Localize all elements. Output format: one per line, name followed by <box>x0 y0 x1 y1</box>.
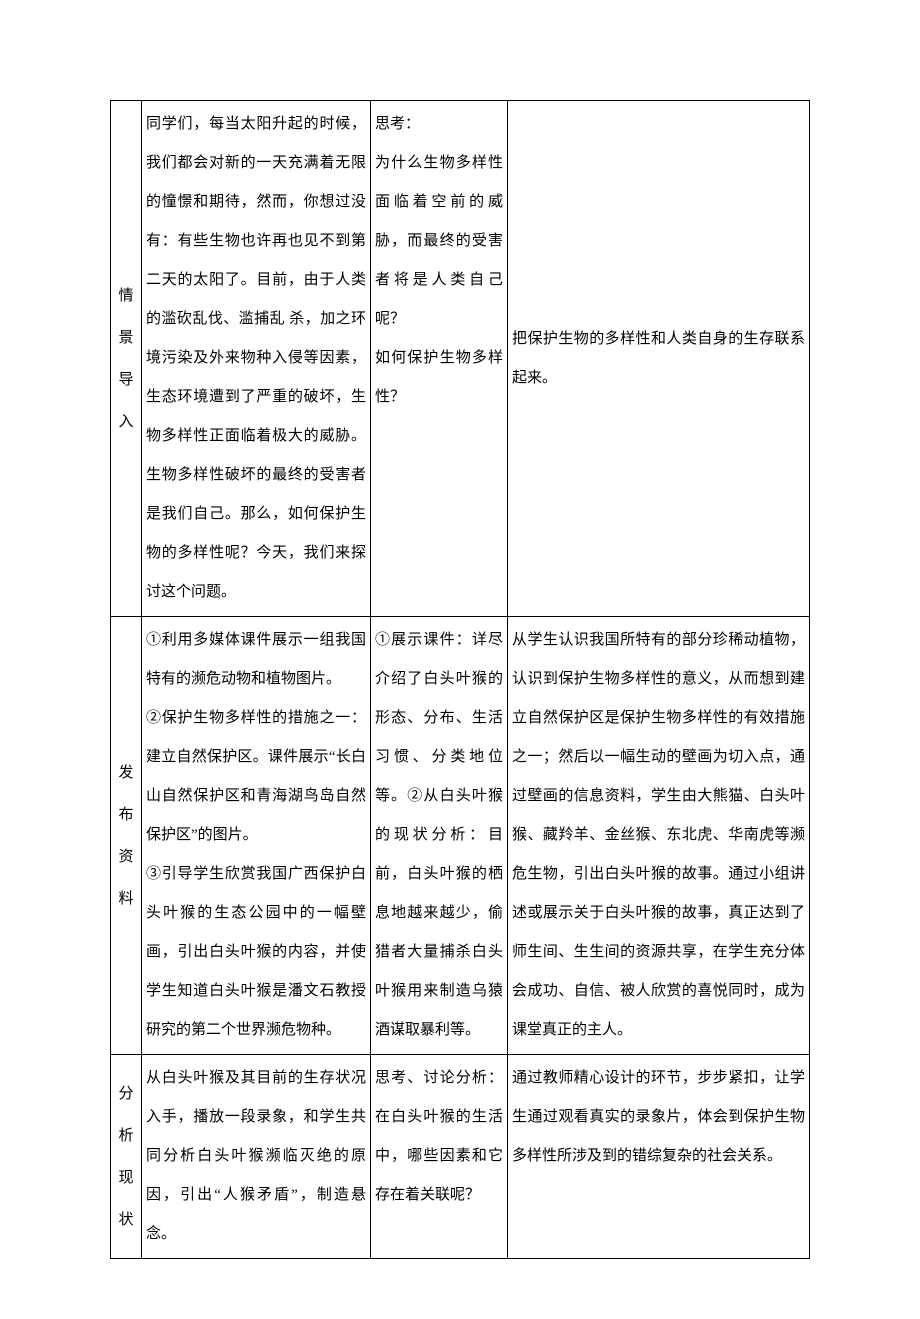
table-row: 发布资料 ①利用多媒体课件展示一组我国特有的濒危动物和植物图片。②保护生物多样性… <box>111 617 810 1055</box>
design-intent-text: 通过教师精心设计的环节，步步紧扣，让学生通过观看真实的录象片，体会到保护生物多样… <box>508 1055 809 1180</box>
teacher-activity-text: 同学们，每当太阳升起的时候，我们都会对新的一天充满着无限的憧憬和期待，然而，你想… <box>142 101 370 616</box>
stage-label-cell: 情景导入 <box>111 101 142 617</box>
stage-label-cell: 分析现状 <box>111 1055 142 1259</box>
student-activity-cell: 思考：为什么生物多样性面临着空前的威胁，而最终的受害者将是人类自己呢？如何保护生… <box>371 101 508 617</box>
teacher-activity-cell: ①利用多媒体课件展示一组我国特有的濒危动物和植物图片。②保护生物多样性的措施之一… <box>142 617 371 1055</box>
student-activity-cell: 思考、讨论分析：在白头叶猴的生活中，哪些因素和它存在着关联呢？ <box>371 1055 508 1259</box>
student-activity-text: ①展示课件：详尽介绍了白头叶猴的形态、分布、生活习惯、分类地位等。②从白头叶猴的… <box>371 617 507 1054</box>
lesson-plan-table: 情景导入 同学们，每当太阳升起的时候，我们都会对新的一天充满着无限的憧憬和期待，… <box>110 100 810 1259</box>
student-activity-text: 思考、讨论分析：在白头叶猴的生活中，哪些因素和它存在着关联呢？ <box>371 1055 507 1219</box>
student-activity-cell: ①展示课件：详尽介绍了白头叶猴的形态、分布、生活习惯、分类地位等。②从白头叶猴的… <box>371 617 508 1055</box>
stage-label: 情景导入 <box>113 275 139 443</box>
design-intent-cell: 从学生认识我国所特有的部分珍稀动植物，认识到保护生物多样性的意义，从而想到建立自… <box>508 617 810 1055</box>
document-page: 情景导入 同学们，每当太阳升起的时候，我们都会对新的一天充满着无限的憧憬和期待，… <box>0 0 920 1319</box>
design-intent-cell: 把保护生物的多样性和人类自身的生存联系起来。 <box>508 101 810 617</box>
lesson-plan-body: 情景导入 同学们，每当太阳升起的时候，我们都会对新的一天充满着无限的憧憬和期待，… <box>111 101 810 1259</box>
teacher-activity-cell: 同学们，每当太阳升起的时候，我们都会对新的一天充满着无限的憧憬和期待，然而，你想… <box>142 101 371 617</box>
teacher-activity-text: 从白头叶猴及其目前的生存状况入手，播放一段录象，和学生共同分析白头叶猴濒临灭绝的… <box>142 1055 370 1258</box>
table-row: 情景导入 同学们，每当太阳升起的时候，我们都会对新的一天充满着无限的憧憬和期待，… <box>111 101 810 617</box>
teacher-activity-text: ①利用多媒体课件展示一组我国特有的濒危动物和植物图片。②保护生物多样性的措施之一… <box>142 617 370 1054</box>
stage-label-cell: 发布资料 <box>111 617 142 1055</box>
table-row: 分析现状 从白头叶猴及其目前的生存状况入手，播放一段录象，和学生共同分析白头叶猴… <box>111 1055 810 1259</box>
student-activity-text: 思考：为什么生物多样性面临着空前的威胁，而最终的受害者将是人类自己呢？如何保护生… <box>371 101 507 421</box>
stage-label: 发布资料 <box>113 752 139 920</box>
teacher-activity-cell: 从白头叶猴及其目前的生存状况入手，播放一段录象，和学生共同分析白头叶猴濒临灭绝的… <box>142 1055 371 1259</box>
design-intent-text: 从学生认识我国所特有的部分珍稀动植物，认识到保护生物多样性的意义，从而想到建立自… <box>508 617 809 1054</box>
design-intent-text: 把保护生物的多样性和人类自身的生存联系起来。 <box>508 316 809 402</box>
stage-label: 分析现状 <box>113 1073 139 1241</box>
design-intent-cell: 通过教师精心设计的环节，步步紧扣，让学生通过观看真实的录象片，体会到保护生物多样… <box>508 1055 810 1259</box>
